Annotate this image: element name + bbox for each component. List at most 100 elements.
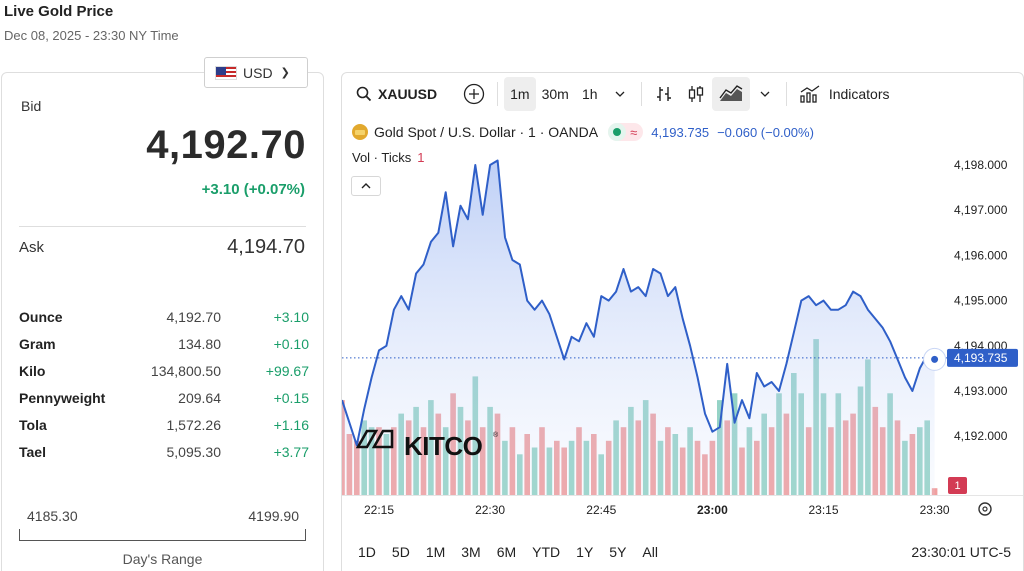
- range-1d-button[interactable]: 1D: [358, 544, 376, 560]
- candle-chart-type-button[interactable]: [680, 77, 712, 111]
- range-all-button[interactable]: All: [642, 544, 658, 560]
- kitco-logo: [355, 429, 394, 449]
- y-tick-label: 4,192.000: [954, 429, 1008, 443]
- gold-coin-icon: [352, 124, 368, 140]
- legend-change: −0.060 (−0.00%): [717, 124, 814, 140]
- unit-row: Tola 1,572.26 +1.16: [19, 411, 309, 438]
- currency-select[interactable]: USD ❯: [204, 57, 308, 88]
- range-1m-button[interactable]: 1M: [425, 544, 446, 560]
- chart-legend: Gold Spot / U.S. Dollar · 1 · OANDA ≈ 4,…: [352, 123, 814, 141]
- last-price-tag-label: 4,193.735: [954, 351, 1008, 365]
- interval-dropdown-button[interactable]: [605, 77, 635, 111]
- volume-legend[interactable]: Vol · Ticks 1: [352, 150, 424, 165]
- toolbar-separator: [785, 82, 787, 106]
- volume-badge-label: 1: [954, 480, 960, 492]
- bid-change: +3.10 (+0.07%): [201, 181, 305, 198]
- last-price-tag: [947, 348, 1018, 367]
- area-chart-icon: [719, 85, 743, 101]
- indicators-icon: [800, 85, 820, 103]
- unit-row: Kilo 134,800.50 +99.67: [19, 357, 309, 384]
- unit-price: 134,800.50: [150, 362, 221, 379]
- chart-type-dropdown-button[interactable]: [750, 77, 780, 111]
- y-tick-label: 4,197.000: [954, 203, 1008, 217]
- unit-name: Tola: [19, 416, 47, 433]
- chevron-down-icon: ❯: [280, 67, 290, 79]
- unit-name: Gram: [19, 335, 56, 352]
- area-chart-type-button[interactable]: [711, 77, 750, 111]
- range-bar-bottom: 1D 5D 1M 3M 6M YTD 1Y 5Y All 23:30:01 UT…: [342, 535, 1023, 569]
- chevron-down-icon: [615, 91, 625, 97]
- unit-change: +0.10: [273, 335, 309, 352]
- search-icon: [356, 86, 372, 102]
- y-tick-label: 4,193.000: [954, 384, 1008, 398]
- unit-row: Tael 5,095.30 +3.77: [19, 438, 309, 465]
- interval-30m-button[interactable]: 30m: [541, 86, 569, 102]
- range-5d-button[interactable]: 5D: [391, 544, 410, 560]
- unit-name: Kilo: [19, 362, 46, 379]
- instrument-name[interactable]: Gold Spot / U.S. Dollar · 1 · OANDA: [374, 124, 599, 140]
- x-tick-label: 23:00: [697, 503, 728, 517]
- unit-price: 134.80: [178, 335, 221, 352]
- volume-label: Vol · Ticks: [352, 150, 412, 165]
- page-title: Live Gold Price: [4, 3, 114, 20]
- page-subtitle: Dec 08, 2025 - 23:30 NY Time: [4, 28, 179, 43]
- x-tick-label: 22:30: [475, 503, 505, 517]
- candles-icon: [688, 86, 703, 102]
- time-readout[interactable]: 23:30:01 UTC-5: [911, 544, 1011, 560]
- currency-value: USD: [243, 64, 273, 81]
- price-area: [342, 160, 935, 495]
- price-panel: Bid 4,192.70 +3.10 (+0.07%) Ask 4,194.70…: [1, 72, 324, 571]
- days-range-high: 4199.90: [248, 508, 299, 524]
- ask-label: Ask: [19, 239, 45, 256]
- unit-change: +99.67: [265, 362, 309, 379]
- days-range-low: 4185.30: [27, 508, 78, 524]
- unit-row: Gram 134.80 +0.10: [19, 330, 309, 357]
- x-tick-label: 23:30: [920, 503, 950, 517]
- range-buttons: 1D 5D 1M 3M 6M YTD 1Y 5Y All: [350, 544, 666, 560]
- volume-value: 1: [417, 150, 425, 165]
- bar-chart-type-button[interactable]: [648, 77, 680, 111]
- unit-price: 1,572.26: [166, 416, 222, 433]
- interval-1m-button[interactable]: 1m: [504, 77, 536, 111]
- price-chart[interactable]: 4,192.0004,193.0004,194.0004,195.0004,19…: [342, 73, 1024, 535]
- divider: [19, 226, 306, 227]
- x-tick-label: 22:45: [586, 503, 616, 517]
- collapse-legend-button[interactable]: [351, 176, 381, 196]
- range-ytd-button[interactable]: YTD: [532, 544, 561, 560]
- range-5y-button[interactable]: 5Y: [609, 544, 627, 560]
- x-tick-label: 22:15: [364, 503, 394, 517]
- chevron-down-icon: [760, 91, 770, 97]
- chart-toolbar: XAUUSD 1m 30m 1h Indicators: [342, 73, 1023, 115]
- bid-label: Bid: [21, 98, 42, 114]
- x-tick-label: 23:15: [808, 503, 838, 517]
- range-6m-button[interactable]: 6M: [496, 544, 517, 560]
- compare-symbol-button[interactable]: [457, 77, 491, 111]
- range-1y-button[interactable]: 1Y: [576, 544, 594, 560]
- legend-last-price: 4,193.735: [651, 124, 710, 140]
- symbol-search[interactable]: XAUUSD: [356, 86, 437, 102]
- unit-name: Pennyweight: [19, 389, 106, 406]
- ask-price: 4,194.70: [227, 236, 305, 258]
- last-point: [931, 355, 939, 363]
- market-status-badge[interactable]: ≈: [608, 123, 644, 141]
- ohlc-bars-icon: [656, 87, 671, 101]
- interval-1h-button[interactable]: 1h: [582, 86, 598, 102]
- chart-panel: XAUUSD 1m 30m 1h Indicators 4,192.000: [341, 72, 1024, 571]
- unit-name: Tael: [19, 443, 46, 460]
- bid-price: 4,192.70: [146, 123, 306, 167]
- chart-settings-icon[interactable]: [978, 502, 992, 516]
- unit-table: Ounce 4,192.70 +3.10 Gram 134.80 +0.10 K…: [19, 303, 309, 465]
- unit-price: 5,095.30: [166, 443, 222, 460]
- unit-price: 209.64: [178, 389, 221, 406]
- volume-badge: [948, 477, 967, 494]
- unit-name: Ounce: [19, 308, 63, 325]
- y-tick-label: 4,196.000: [954, 248, 1008, 262]
- y-tick-label: 4,195.000: [954, 294, 1008, 308]
- indicators-button[interactable]: Indicators: [793, 84, 896, 104]
- indicators-label: Indicators: [828, 86, 890, 102]
- days-range-label: Day's Range: [122, 551, 203, 567]
- us-flag-icon: [215, 65, 237, 80]
- unit-change: +3.77: [273, 443, 309, 460]
- range-3m-button[interactable]: 3M: [461, 544, 481, 560]
- plus-circle-icon: [463, 83, 485, 105]
